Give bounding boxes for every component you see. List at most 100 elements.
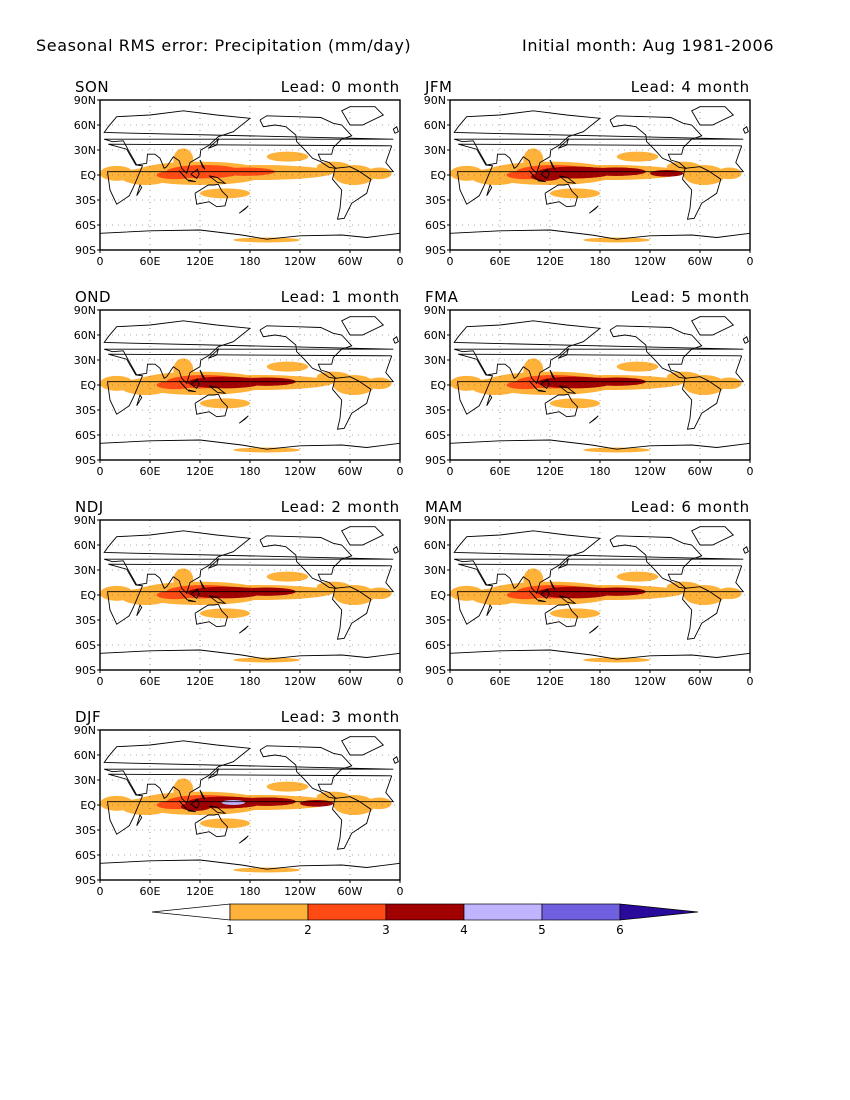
lat-tick-label: 90S bbox=[75, 244, 96, 257]
panel-season-label: FMA bbox=[425, 288, 459, 306]
coastline bbox=[558, 557, 570, 569]
precip-error-region bbox=[650, 170, 684, 177]
coastline bbox=[194, 813, 229, 838]
coastline bbox=[609, 115, 703, 169]
precip-error-region bbox=[200, 398, 250, 409]
coastline bbox=[103, 110, 394, 175]
lat-tick-label: 60S bbox=[75, 639, 96, 652]
lat-tick-label: 60N bbox=[74, 539, 96, 552]
coastline bbox=[199, 369, 206, 380]
precip-error-region bbox=[450, 165, 484, 181]
coastline bbox=[187, 599, 196, 603]
lon-tick-label: 60W bbox=[688, 255, 713, 268]
lon-tick-label: 120W bbox=[284, 885, 316, 898]
lat-tick-label: 60N bbox=[74, 119, 96, 132]
panel-season-label: DJF bbox=[75, 708, 102, 726]
coastline bbox=[187, 179, 196, 183]
coastline bbox=[691, 106, 735, 126]
lat-tick-label: 90S bbox=[75, 454, 96, 467]
coastline bbox=[238, 625, 249, 634]
lon-tick-label: 120E bbox=[536, 675, 564, 688]
lon-tick-label: 60E bbox=[140, 885, 161, 898]
lon-tick-label: 60E bbox=[490, 465, 511, 478]
lat-tick-label: 30N bbox=[74, 564, 96, 577]
lat-tick-label: 60S bbox=[425, 429, 446, 442]
lon-tick-label: 60W bbox=[338, 885, 363, 898]
precip-error-region bbox=[233, 867, 300, 873]
precip-error-region bbox=[530, 172, 561, 181]
precip-error-region bbox=[233, 657, 300, 663]
lon-tick-label: 60E bbox=[490, 255, 511, 268]
lat-tick-label: EQ bbox=[430, 379, 446, 392]
map-panel-djf: DJF Lead: 3 month 90N 60N 30N EQ 30S 60S 90S 0 6… bbox=[70, 708, 404, 898]
lon-tick-label: 60E bbox=[140, 255, 161, 268]
lat-tick-label: 30S bbox=[75, 194, 96, 207]
initial-month-label: Initial month: Aug 1981-2006 bbox=[522, 36, 775, 55]
coastline bbox=[544, 603, 579, 628]
coastline bbox=[238, 835, 249, 844]
coastline bbox=[136, 813, 143, 827]
lon-tick-label: 0 bbox=[747, 675, 754, 688]
lat-tick-label: 90N bbox=[74, 94, 96, 107]
coastline bbox=[558, 175, 577, 184]
coastline bbox=[136, 603, 143, 617]
lat-tick-label: 60S bbox=[425, 639, 446, 652]
lat-tick-label: 30N bbox=[74, 144, 96, 157]
lon-tick-label: 0 bbox=[447, 675, 454, 688]
lon-tick-label: 120W bbox=[284, 675, 316, 688]
lon-tick-label: 0 bbox=[447, 255, 454, 268]
coastline bbox=[558, 347, 570, 359]
colorbar-tick-label: 1 bbox=[226, 923, 234, 937]
panel-lead-label: Lead: 0 month bbox=[280, 78, 400, 96]
coastline bbox=[392, 125, 399, 134]
lat-tick-label: 60N bbox=[424, 119, 446, 132]
lat-tick-label: 30N bbox=[74, 774, 96, 787]
coastline bbox=[456, 353, 745, 415]
precip-error-region bbox=[200, 188, 250, 199]
panel-lead-label: Lead: 6 month bbox=[630, 498, 750, 516]
coastline bbox=[544, 183, 579, 208]
map-panel-ndj: NDJ Lead: 2 month 90N 60N 30N EQ 30S 60S 90S 0 6… bbox=[70, 498, 404, 688]
panel-season-label: NDJ bbox=[75, 498, 104, 516]
lon-tick-label: 60W bbox=[338, 465, 363, 478]
coastline bbox=[450, 229, 750, 240]
lat-tick-label: 90S bbox=[425, 664, 446, 677]
coastline bbox=[392, 545, 399, 554]
coastline bbox=[178, 170, 188, 181]
precip-error-region bbox=[266, 361, 309, 372]
coastline bbox=[558, 385, 577, 394]
precip-error-region bbox=[266, 151, 309, 162]
lon-tick-label: 0 bbox=[447, 465, 454, 478]
coastline bbox=[558, 137, 570, 149]
coastline bbox=[208, 347, 220, 359]
coastline bbox=[544, 393, 579, 418]
precip-error-region bbox=[100, 165, 134, 181]
panel-lead-label: Lead: 5 month bbox=[630, 288, 750, 306]
coastline bbox=[456, 563, 745, 625]
coastline bbox=[199, 789, 206, 800]
lat-tick-label: 90N bbox=[424, 304, 446, 317]
map-panel-fma: FMA Lead: 5 month 90N 60N 30N EQ 30S 60S 90S 0 6… bbox=[420, 288, 754, 478]
coastline bbox=[194, 603, 229, 628]
coastline bbox=[106, 773, 395, 835]
precip-error-region bbox=[616, 361, 659, 372]
coastline bbox=[540, 588, 550, 599]
colorbar-segment bbox=[463, 903, 543, 921]
panel-season-label: JFM bbox=[425, 78, 453, 96]
lon-tick-label: 60W bbox=[688, 465, 713, 478]
lat-tick-label: 30S bbox=[75, 614, 96, 627]
lon-tick-label: 0 bbox=[397, 465, 404, 478]
coastline bbox=[486, 603, 493, 617]
lat-tick-label: 30S bbox=[75, 404, 96, 417]
lat-tick-label: 30N bbox=[424, 354, 446, 367]
coastline bbox=[453, 110, 744, 175]
lon-tick-label: 120W bbox=[634, 465, 666, 478]
coastline bbox=[549, 159, 556, 170]
coastline bbox=[528, 170, 538, 181]
coastline bbox=[103, 530, 394, 595]
coastline bbox=[136, 183, 143, 197]
coastline bbox=[208, 805, 227, 814]
panel-season-label: SON bbox=[75, 78, 110, 96]
